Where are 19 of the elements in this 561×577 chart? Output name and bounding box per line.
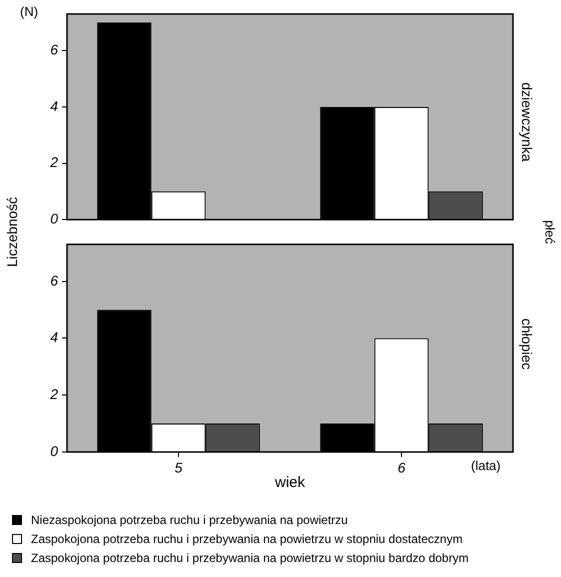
legend-label: Zaspokojona potrzeba ruchu i przebywania na powietrzu w stopniu dostatecznym bbox=[31, 532, 463, 546]
y-tick-label: 2 bbox=[49, 154, 58, 170]
legend-label: Niezaspokojona potrzeba ruchu i przebywania na powietrzu bbox=[31, 513, 348, 527]
y-tick-label: 4 bbox=[50, 329, 58, 346]
legend-label: Zaspokojona potrzeba ruchu i przebywania na powietrzu w stopniu bardzo dobrym bbox=[31, 551, 469, 565]
y-tick-label: 4 bbox=[50, 98, 58, 114]
x-tick-label: 5 bbox=[174, 459, 183, 476]
y-tick-label: 0 bbox=[50, 210, 58, 226]
y-tick-label: 6 bbox=[50, 42, 58, 58]
x-axis-title: wiek bbox=[274, 474, 306, 491]
y-tick-label: 0 bbox=[50, 442, 58, 459]
y2-axis-title: chłopiec bbox=[519, 318, 535, 370]
text: płeć bbox=[542, 220, 558, 244]
text: (N) bbox=[20, 4, 38, 19]
y-tick-label: 6 bbox=[50, 272, 58, 288]
y-axis-title: Liczebność bbox=[4, 196, 20, 268]
text: (lata) bbox=[471, 458, 501, 473]
y-tick-label: 2 bbox=[49, 386, 58, 402]
y2-axis-title: dziewczynka bbox=[519, 82, 535, 162]
